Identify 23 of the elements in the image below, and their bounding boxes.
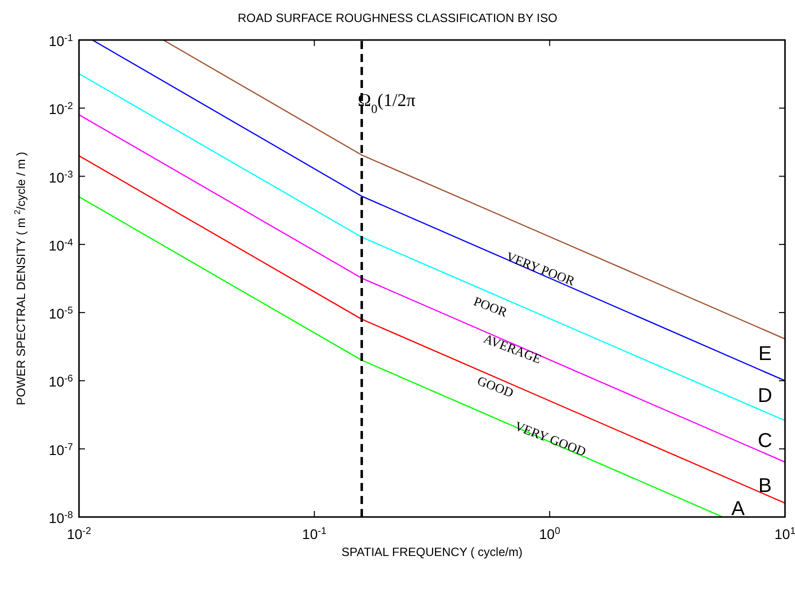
annotation: VERY POOR [504,248,578,289]
y-tick-label: 10$^{-6}$ [48,373,74,390]
y-tick-label: 10$^{-8}$ [48,510,74,526]
x-tick-label: 10$^{0}$ [539,526,561,542]
x-tick-label: 10$^{-1}$ [302,526,326,542]
annotation: A [731,498,746,520]
chart-title: ROAD SURFACE ROUGHNESS CLASSIFICATION BY ISO [238,11,558,25]
y-tick-label: 10$^{-3}$ [48,168,74,186]
y-tick-label: 10$^{-1}$ [48,32,73,49]
annotation: D [758,385,772,408]
annotation: C [758,430,772,452]
annotation: E [758,343,772,366]
y-tick-label: 10$^{-7}$ [48,441,73,458]
annotation: GOOD [475,372,516,400]
annotation: POOR [472,293,510,320]
y-tick-label: 10$^{-4}$ [48,236,74,254]
annotation: B [758,475,772,498]
y-tick-label: 10$^{-5}$ [48,305,74,322]
x-tick-label: 10$^{1}$ [774,526,795,542]
annotation: VERY GOOD [512,418,588,460]
x-axis-title: SPATIAL FREQUENCY ( cycle/m) [342,545,522,559]
x-tick-label: 10$^{-2}$ [66,526,92,542]
y-tick-label: 10$^{-2}$ [48,100,73,118]
